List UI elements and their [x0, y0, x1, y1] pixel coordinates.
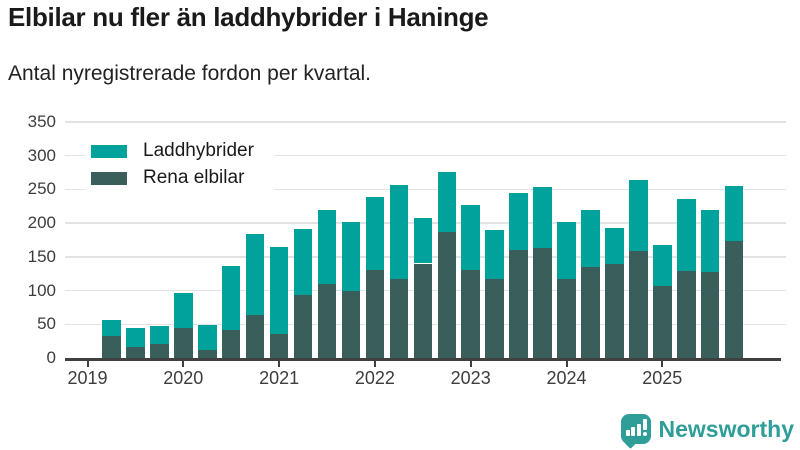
bar-segment-laddhybrider — [724, 185, 744, 241]
bar-segment-laddhybrider — [437, 171, 456, 232]
legend-label-rena-elbilar: Rena elbilar — [143, 167, 245, 188]
bar-segment-laddhybrider — [341, 222, 361, 292]
bar-segment-laddhybrider — [677, 199, 696, 271]
x-axis-tick — [373, 360, 376, 367]
bar-segment-rena-elbilar — [221, 330, 241, 358]
bar-segment-laddhybrider — [461, 205, 480, 271]
bar-segment-laddhybrider — [605, 228, 624, 265]
bar-segment-rena-elbilar — [317, 284, 337, 358]
gridline — [65, 121, 786, 123]
bar-segment-laddhybrider — [700, 209, 720, 272]
bar-segment-rena-elbilar — [461, 270, 480, 358]
bar-segment-laddhybrider — [245, 234, 265, 316]
bar-segment-rena-elbilar — [150, 343, 169, 358]
bar-segment-laddhybrider — [126, 327, 145, 348]
legend-item-rena-elbilar: Rena elbilar — [91, 165, 254, 191]
y-axis-label: 0 — [46, 348, 56, 367]
y-axis-label: 250 — [27, 179, 56, 199]
bar-segment-laddhybrider — [533, 187, 552, 248]
newsworthy-logo: Newsworthy — [620, 414, 794, 449]
bar-segment-rena-elbilar — [724, 240, 744, 358]
legend-swatch-rena-elbilar — [91, 171, 127, 185]
x-axis-label: 2020 — [163, 368, 204, 388]
bar-segment-rena-elbilar — [389, 279, 409, 358]
y-axis-label: 50 — [37, 314, 56, 334]
legend-label-laddhybrider: Laddhybrider — [143, 140, 254, 161]
bar-segment-rena-elbilar — [293, 295, 313, 358]
bar-segment-laddhybrider — [389, 184, 409, 280]
y-axis-label: 100 — [27, 280, 56, 300]
bar-segment-laddhybrider — [293, 229, 313, 296]
bar-segment-rena-elbilar — [365, 269, 385, 358]
x-axis-tick — [565, 360, 568, 367]
bar-segment-rena-elbilar — [653, 285, 672, 358]
bar-segment-rena-elbilar — [557, 279, 576, 358]
bar-segment-rena-elbilar — [413, 263, 433, 358]
logo-icon-bar — [631, 427, 636, 436]
logo-icon-exclamation — [642, 419, 647, 430]
y-axis-label: 300 — [27, 145, 56, 165]
bar-segment-laddhybrider — [221, 266, 241, 331]
bar-segment-rena-elbilar — [677, 270, 696, 358]
bar-segment-laddhybrider — [629, 179, 648, 252]
x-axis-label: 2024 — [546, 368, 587, 388]
bar-segment-rena-elbilar — [700, 271, 720, 358]
bar-segment-laddhybrider — [102, 320, 121, 336]
legend-swatch-laddhybrider — [91, 144, 127, 158]
bar-segment-laddhybrider — [653, 245, 672, 286]
y-axis-label: 150 — [27, 246, 56, 266]
x-axis-tick — [86, 360, 89, 367]
x-axis-tick — [182, 360, 185, 367]
bar-segment-laddhybrider — [317, 209, 337, 285]
x-axis-tick — [469, 360, 472, 367]
gridline — [65, 188, 786, 190]
legend-item-laddhybrider: Laddhybrider — [91, 138, 254, 164]
bar-segment-rena-elbilar — [629, 251, 648, 358]
x-axis-label: 2023 — [450, 368, 491, 388]
bar-segment-rena-elbilar — [126, 347, 145, 358]
bar-segment-laddhybrider — [365, 197, 385, 270]
bar-segment-laddhybrider — [509, 192, 528, 250]
bar-segment-rena-elbilar — [341, 291, 361, 358]
chart-subtitle: Antal nyregistrerade fordon per kvartal. — [8, 62, 372, 85]
bar-segment-rena-elbilar — [174, 327, 193, 358]
bar-segment-rena-elbilar — [198, 349, 217, 358]
bar-segment-rena-elbilar — [269, 334, 289, 358]
bar-segment-rena-elbilar — [485, 279, 504, 358]
bar-segment-rena-elbilar — [245, 315, 265, 358]
y-axis-label: 350 — [27, 111, 56, 131]
gridline — [65, 154, 786, 157]
bar-segment-rena-elbilar — [102, 335, 121, 358]
newsworthy-wordmark: Newsworthy — [658, 415, 794, 442]
bar-segment-laddhybrider — [413, 217, 433, 264]
bar-segment-rena-elbilar — [509, 250, 528, 358]
y-axis-label: 200 — [27, 213, 56, 232]
x-axis-label: 2021 — [259, 368, 300, 388]
bar-segment-laddhybrider — [269, 247, 289, 335]
bar-segment-rena-elbilar — [605, 264, 624, 358]
newsworthy-logo-icon — [620, 414, 651, 449]
bar-segment-laddhybrider — [150, 326, 169, 344]
chart-title: Elbilar nu fler än laddhybrider i Haning… — [8, 2, 489, 32]
x-axis-line — [65, 357, 781, 361]
bar-segment-rena-elbilar — [437, 231, 456, 358]
x-axis-label: 2019 — [67, 368, 108, 388]
bar-segment-rena-elbilar — [533, 247, 552, 358]
x-axis-tick — [278, 360, 281, 367]
bar-segment-rena-elbilar — [581, 266, 600, 358]
bar-segment-laddhybrider — [581, 209, 600, 267]
bar-segment-laddhybrider — [198, 324, 217, 350]
x-axis-label: 2025 — [642, 368, 683, 388]
x-axis-label: 2022 — [354, 368, 395, 388]
x-axis-tick — [661, 360, 664, 367]
logo-icon-exclamation-dot — [642, 432, 647, 436]
legend: Laddhybrider Rena elbilar — [85, 134, 274, 199]
logo-icon-bar — [636, 424, 641, 436]
logo-icon-bar — [625, 430, 630, 436]
bar-segment-laddhybrider — [485, 230, 504, 280]
bar-segment-laddhybrider — [174, 292, 193, 328]
bar-segment-laddhybrider — [557, 221, 576, 280]
